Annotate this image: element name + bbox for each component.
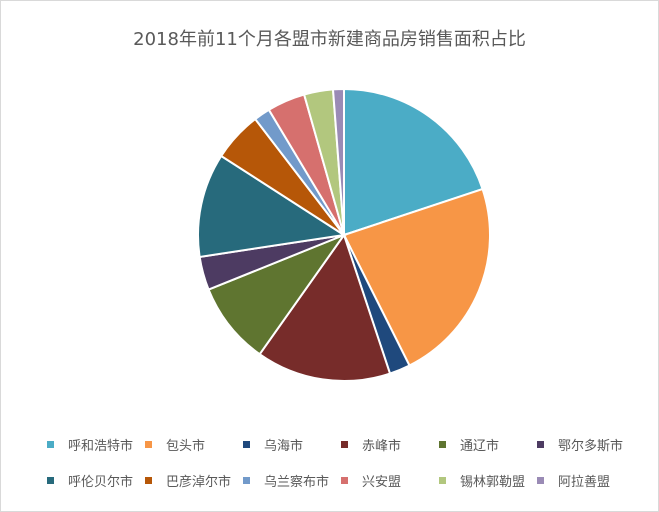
legend-item: 兴安盟 bbox=[335, 471, 433, 490]
legend-row: 呼和浩特市 包头市 乌海市 赤峰市 通辽市 鄂尔多斯市 bbox=[41, 426, 641, 462]
legend-label: 呼伦贝尔市 bbox=[68, 474, 134, 490]
pie-slice-5 bbox=[207, 232, 347, 356]
legend-label: 包头市 bbox=[166, 438, 206, 454]
legend-item: 锡林郭勒盟 bbox=[433, 471, 531, 490]
legend-label: 通辽市 bbox=[460, 438, 500, 454]
legend-swatch bbox=[341, 440, 348, 448]
legend-swatch bbox=[537, 440, 544, 448]
pie-slice-1 bbox=[343, 87, 484, 237]
legend-item: 巴彦淖尔市 bbox=[139, 471, 237, 490]
legend-item: 通辽市 bbox=[433, 435, 531, 454]
legend-label: 锡林郭勒盟 bbox=[460, 474, 526, 490]
legend-item: 鄂尔多斯市 bbox=[531, 435, 629, 454]
legend-swatch bbox=[47, 476, 54, 484]
legend-swatch bbox=[243, 440, 250, 448]
legend-label: 巴彦淖尔市 bbox=[166, 474, 232, 490]
pie-slice-4 bbox=[258, 232, 392, 382]
legend-swatch bbox=[243, 476, 250, 484]
legend: 呼和浩特市 包头市 乌海市 赤峰市 通辽市 鄂尔多斯市呼伦贝尔市 巴彦淖尔市 乌兰察布市 兴安盟… bbox=[41, 426, 641, 498]
legend-swatch bbox=[537, 476, 544, 484]
legend-swatch bbox=[341, 476, 348, 484]
pie-slice-2 bbox=[342, 187, 491, 367]
legend-swatch bbox=[47, 440, 54, 448]
legend-item: 乌兰察布市 bbox=[237, 471, 335, 490]
legend-label: 呼和浩特市 bbox=[68, 438, 134, 454]
chart-title: 2018年前11个月各盟市新建商品房销售面积占比 bbox=[133, 29, 526, 50]
pie-slice-7 bbox=[197, 154, 347, 259]
legend-swatch bbox=[145, 476, 152, 484]
legend-swatch bbox=[439, 476, 446, 484]
legend-item: 阿拉善盟 bbox=[531, 471, 629, 490]
legend-label: 赤峰市 bbox=[362, 438, 402, 454]
pie-slice-12 bbox=[331, 87, 345, 236]
pie-chart bbox=[197, 87, 491, 382]
legend-item: 呼伦贝尔市 bbox=[41, 471, 139, 490]
legend-swatch bbox=[439, 440, 446, 448]
legend-swatch bbox=[145, 440, 152, 448]
legend-item: 乌海市 bbox=[237, 435, 335, 454]
legend-label: 乌兰察布市 bbox=[264, 474, 330, 490]
legend-label: 阿拉善盟 bbox=[558, 474, 611, 490]
legend-item: 赤峰市 bbox=[335, 435, 433, 454]
legend-label: 鄂尔多斯市 bbox=[558, 438, 624, 454]
legend-row: 呼伦贝尔市 巴彦淖尔市 乌兰察布市 兴安盟 锡林郭勒盟 阿拉善盟 bbox=[41, 462, 641, 498]
legend-label: 乌海市 bbox=[264, 438, 304, 454]
legend-label: 兴安盟 bbox=[362, 474, 402, 490]
legend-item: 包头市 bbox=[139, 435, 237, 454]
legend-item: 呼和浩特市 bbox=[41, 435, 139, 454]
